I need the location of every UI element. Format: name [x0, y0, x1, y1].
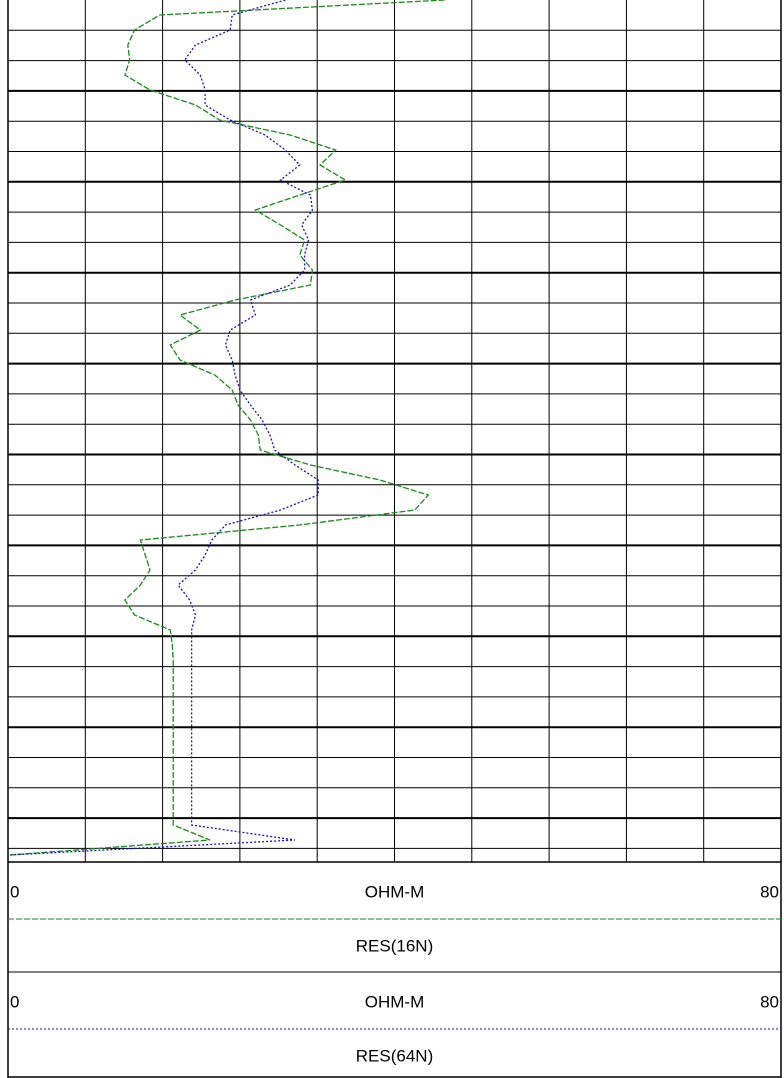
scale-max-label: 80: [760, 882, 779, 901]
log-curve: [9, 0, 319, 856]
scale-min-label: 0: [10, 992, 19, 1011]
scale-unit-label: OHM-M: [365, 882, 424, 901]
log-curve: [9, 0, 445, 856]
scale-unit-label: OHM-M: [365, 992, 424, 1011]
scale-min-label: 0: [10, 882, 19, 901]
legend-label: RES(64N): [356, 1046, 433, 1065]
legend-label: RES(16N): [356, 936, 433, 955]
scale-max-label: 80: [760, 992, 779, 1011]
